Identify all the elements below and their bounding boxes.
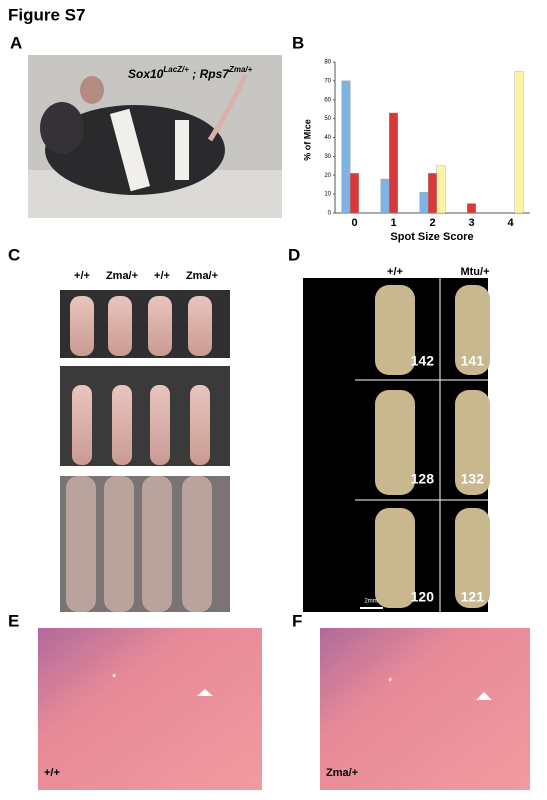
bar: [467, 203, 476, 214]
genotype-label: Zma/+: [326, 767, 358, 779]
genotype-label: +/+: [387, 266, 403, 278]
bar: [514, 71, 524, 214]
mouse-photo: [28, 55, 282, 218]
genotype-label: Mtu/+: [460, 266, 489, 278]
genotype-label: +/+: [154, 270, 170, 282]
asterisk: *: [388, 676, 393, 688]
bar: [350, 173, 359, 214]
panel-letter: F: [292, 611, 302, 630]
bar: [428, 173, 437, 214]
age-label: 20w: [312, 409, 336, 424]
panel-letter: C: [8, 245, 20, 264]
count-label: 128: [411, 471, 435, 487]
genotype-label: Sox10LacZ/+ ; Rps7Zma/+: [128, 65, 253, 81]
x-tick-label: 1: [390, 217, 396, 229]
histology-photo: [38, 628, 262, 790]
allele: Zma/+: [228, 65, 253, 74]
genotype-label: Zma/+: [106, 270, 138, 282]
count-label: 141: [461, 353, 485, 369]
figure-label: Figure S7: [8, 5, 85, 24]
histology-photo: [320, 628, 530, 790]
asterisk: *: [112, 672, 117, 684]
age-label: 24w: [312, 529, 336, 544]
age-label: 8w: [312, 289, 329, 304]
gene: Rps7: [200, 67, 231, 81]
count-label: 132: [461, 471, 485, 487]
y-tick-label: 80: [324, 60, 331, 66]
y-tick-label: 40: [324, 135, 331, 141]
paws: [375, 285, 490, 608]
scale-bar-label: 2mm: [364, 599, 377, 605]
y-tick-label: 70: [324, 78, 331, 84]
y-tick-label: 20: [324, 173, 331, 179]
x-tick-label: 4: [507, 217, 514, 229]
panel-letter: D: [288, 245, 300, 264]
genotype-label: Zma/+: [186, 270, 218, 282]
arrowhead: [197, 689, 213, 696]
x-tick-label: 3: [468, 217, 474, 229]
tails: [66, 476, 212, 612]
y-tick-label: 60: [324, 97, 331, 103]
gene: Sox10: [128, 67, 164, 81]
bar: [341, 80, 351, 214]
y-tick-label: 50: [324, 116, 331, 122]
y-tick-label: 30: [324, 154, 331, 160]
x-tick-label: 2: [429, 217, 435, 229]
genotype-label: +/+: [74, 270, 90, 282]
panel-letter: E: [8, 611, 19, 630]
separator: ;: [189, 67, 200, 81]
y-axis-title: % of Mice: [302, 119, 312, 161]
y-tick-label: 10: [324, 192, 331, 198]
panel-letter: B: [292, 33, 304, 52]
x-tick-label: 0: [351, 217, 357, 229]
count-label: 120: [411, 589, 435, 605]
arrowhead: [476, 692, 492, 700]
bar: [380, 178, 390, 214]
x-axis-title: Spot Size Score: [390, 231, 473, 243]
count-label: 142: [411, 353, 435, 369]
bar: [436, 165, 446, 214]
y-tick-label: 0: [328, 211, 332, 217]
bar: [419, 192, 429, 214]
genotype-label: +/+: [44, 767, 60, 779]
count-label: 121: [461, 589, 485, 605]
feet: [70, 296, 212, 465]
panel-letter: A: [10, 33, 22, 52]
allele: LacZ/+: [163, 65, 189, 74]
bar: [389, 112, 398, 214]
